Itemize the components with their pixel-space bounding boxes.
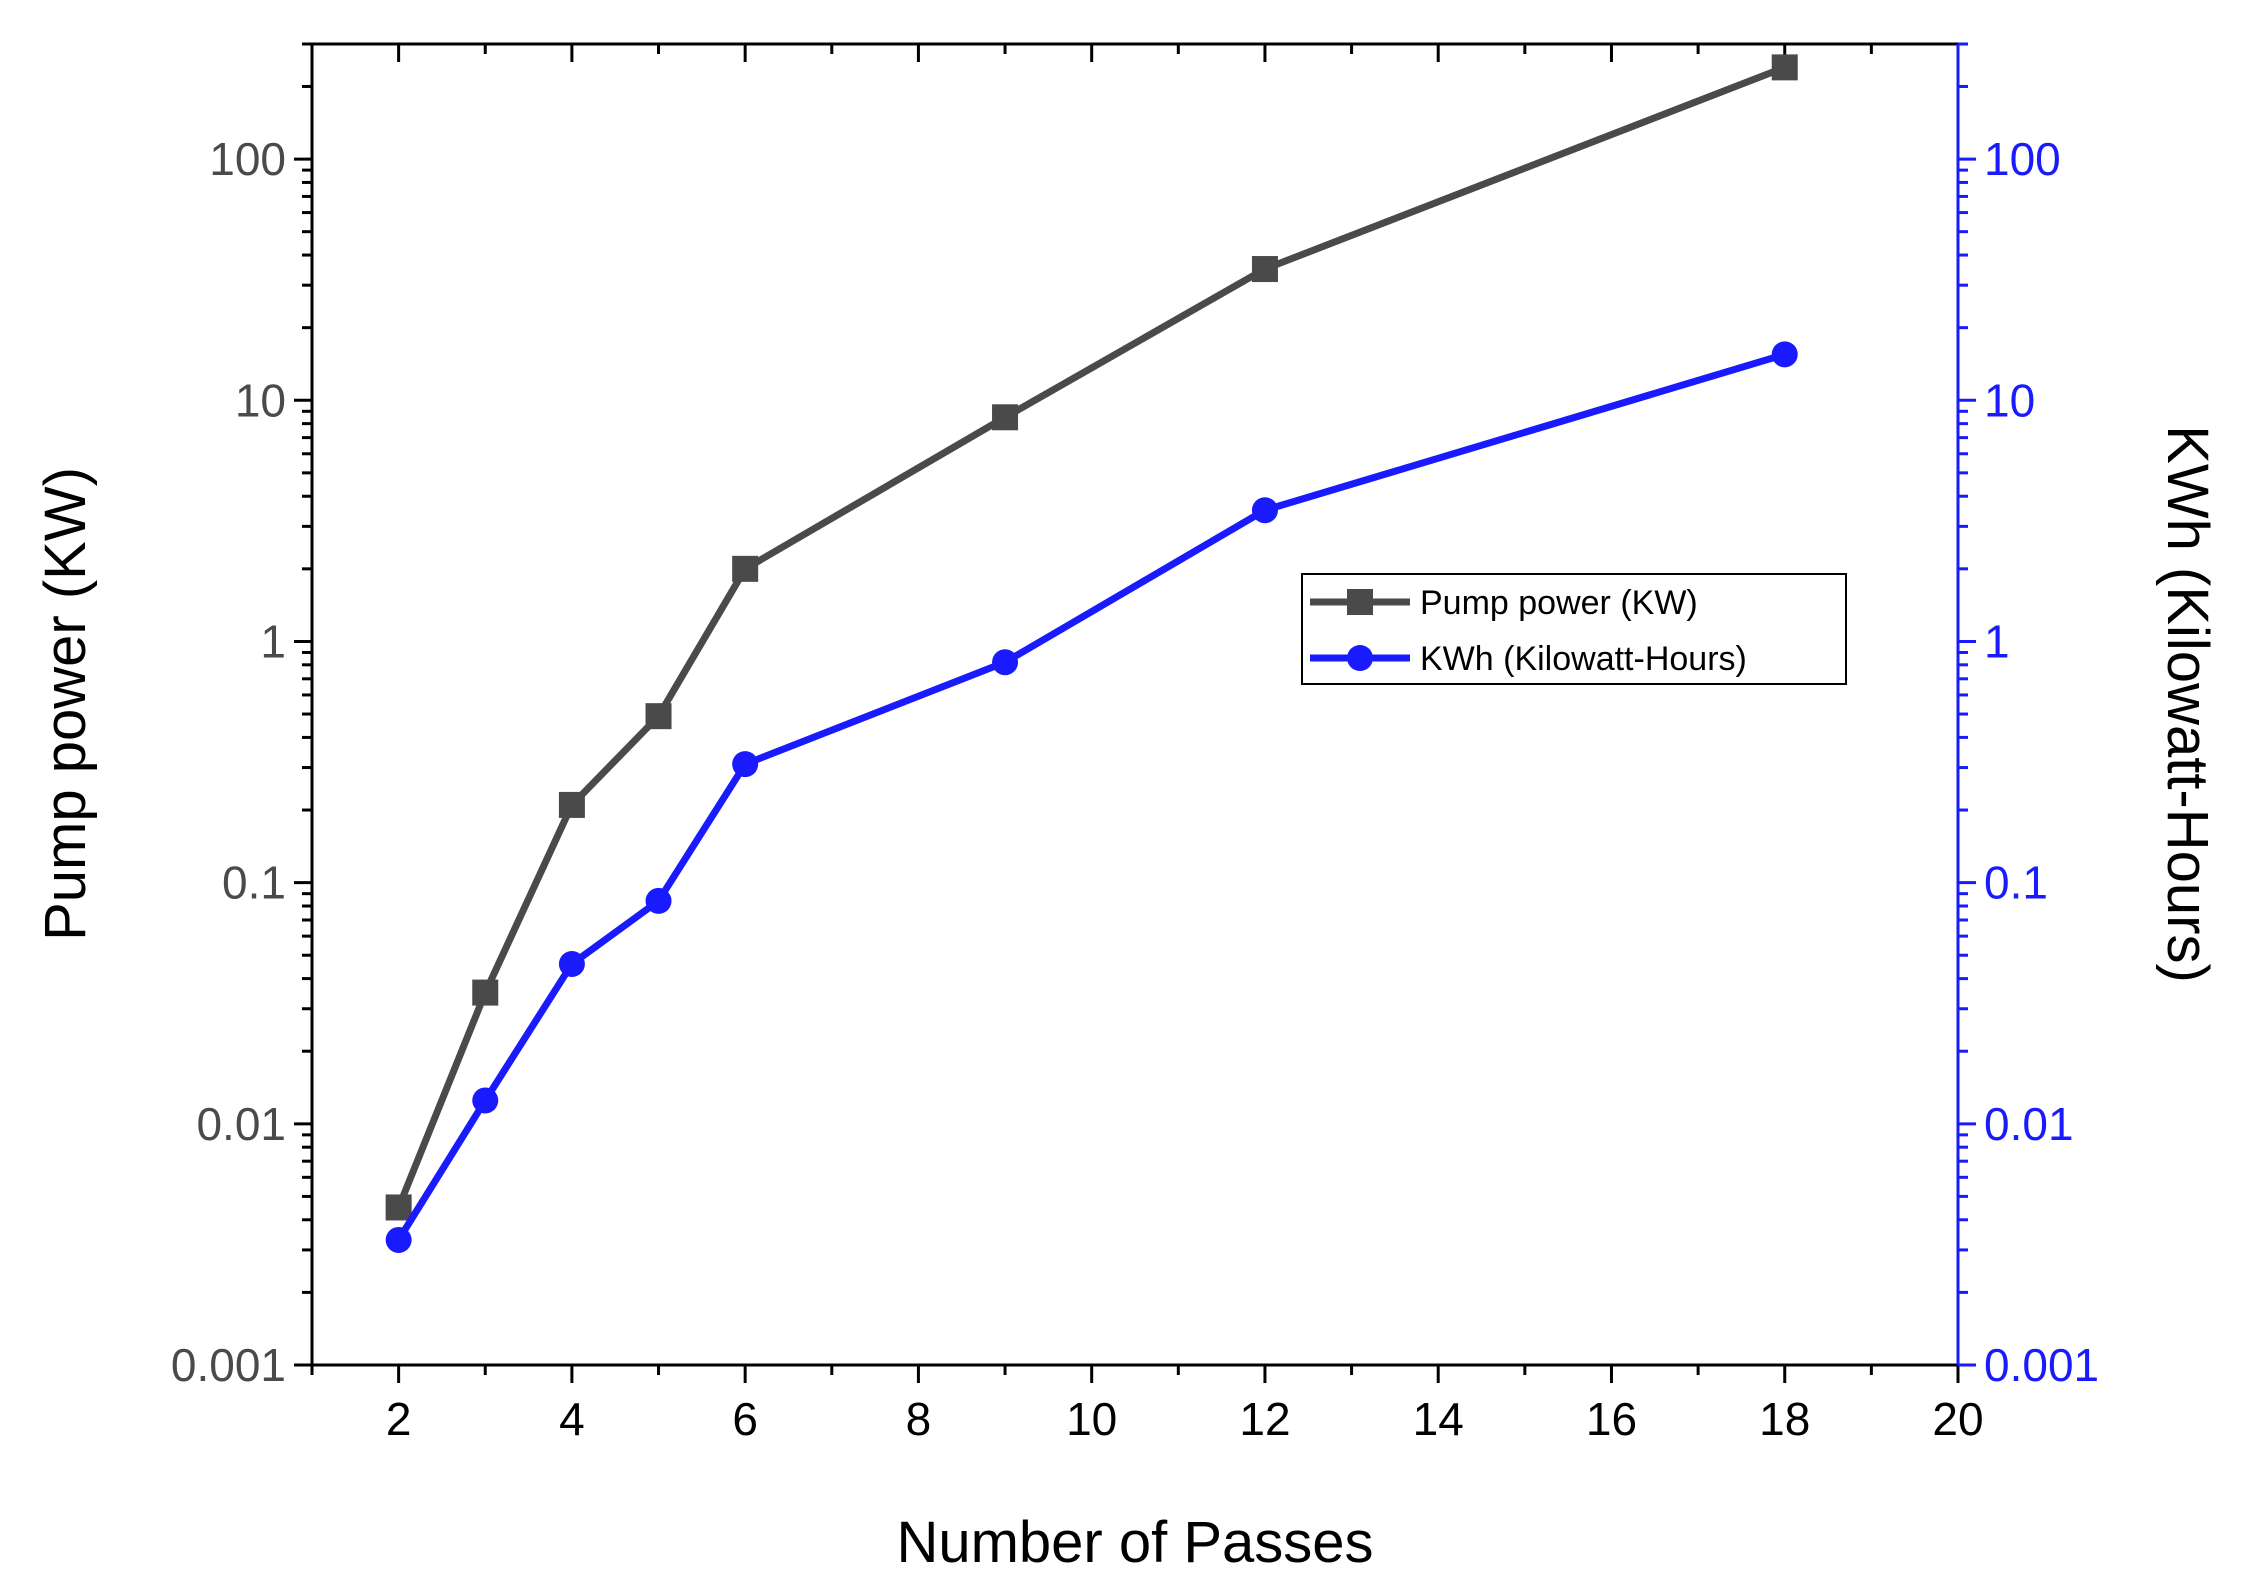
data-point-pump-power xyxy=(385,1194,412,1221)
data-point-kwh xyxy=(992,649,1019,676)
legend-marker-kwh xyxy=(1347,645,1373,671)
data-point-kwh xyxy=(1251,497,1278,524)
x-tick-label: 14 xyxy=(1413,1393,1464,1445)
x-tick-label: 18 xyxy=(1759,1393,1810,1445)
x-tick-label: 8 xyxy=(906,1393,932,1445)
x-axis-title: Number of Passes xyxy=(896,1510,1373,1575)
x-tick-label: 20 xyxy=(1932,1393,1983,1445)
data-point-pump-power xyxy=(645,703,672,730)
legend-label-kwh: KWh (Kilowatt-Hours) xyxy=(1420,640,1747,678)
data-point-kwh xyxy=(645,887,672,914)
y-left-tick-label: 10 xyxy=(235,374,286,426)
y-right-tick-label: 0.01 xyxy=(1984,1098,2074,1150)
series-line-kwh xyxy=(395,351,1786,1242)
x-tick-label: 10 xyxy=(1066,1393,1117,1445)
x-tick-label: 4 xyxy=(559,1393,585,1445)
y-left-tick-label: 0.001 xyxy=(171,1339,286,1391)
x-tick-label: 2 xyxy=(386,1393,412,1445)
data-point-kwh xyxy=(732,751,759,778)
data-point-kwh xyxy=(1771,341,1798,368)
y-right-tick-label: 1 xyxy=(1984,615,2010,667)
legend-box xyxy=(1301,573,1847,685)
data-point-kwh xyxy=(558,950,585,977)
legend-label-pump-power: Pump power (KW) xyxy=(1420,584,1698,622)
data-point-pump-power xyxy=(558,791,585,818)
y-right-tick-label: 10 xyxy=(1984,374,2035,426)
right-y-axis-ticks: 0.001 0.01 0.1 1 10 100 xyxy=(1958,42,2099,1391)
y-left-tick-label: 0.1 xyxy=(222,857,286,909)
right-y-axis-title: KWh (Kilowatt-Hours) xyxy=(2155,425,2220,983)
data-point-kwh xyxy=(385,1226,412,1253)
series-line-pump-power xyxy=(395,64,1786,1209)
x-tick-label: 12 xyxy=(1239,1393,1290,1445)
data-point-pump-power xyxy=(472,979,499,1006)
y-right-tick-label: 100 xyxy=(1984,133,2061,185)
data-point-pump-power xyxy=(1771,54,1798,81)
y-right-tick-label: 0.1 xyxy=(1984,857,2048,909)
legend-marker-pump-power xyxy=(1347,589,1373,615)
x-tick-label: 6 xyxy=(732,1393,758,1445)
left-y-axis-title: Pump power (KW) xyxy=(33,467,98,941)
y-right-tick-label: 0.001 xyxy=(1984,1339,2099,1391)
data-point-pump-power xyxy=(992,404,1019,431)
x-tick-label: 16 xyxy=(1586,1393,1637,1445)
series-layer xyxy=(385,54,1798,1253)
x-axis-ticks: 2 4 6 8 10 12 14 16 18 20 xyxy=(310,44,1984,1445)
data-point-pump-power xyxy=(732,555,759,582)
y-left-tick-label: 1 xyxy=(260,615,286,667)
data-point-kwh xyxy=(472,1087,499,1114)
y-left-tick-label: 100 xyxy=(209,133,286,185)
data-point-pump-power xyxy=(1251,256,1278,283)
legend: Pump power (KW) KWh (Kilowatt-Hours) xyxy=(1301,573,1847,685)
y-left-tick-label: 0.01 xyxy=(196,1098,286,1150)
left-y-axis-ticks: 0.001 0.01 0.1 1 10 100 xyxy=(171,42,312,1391)
